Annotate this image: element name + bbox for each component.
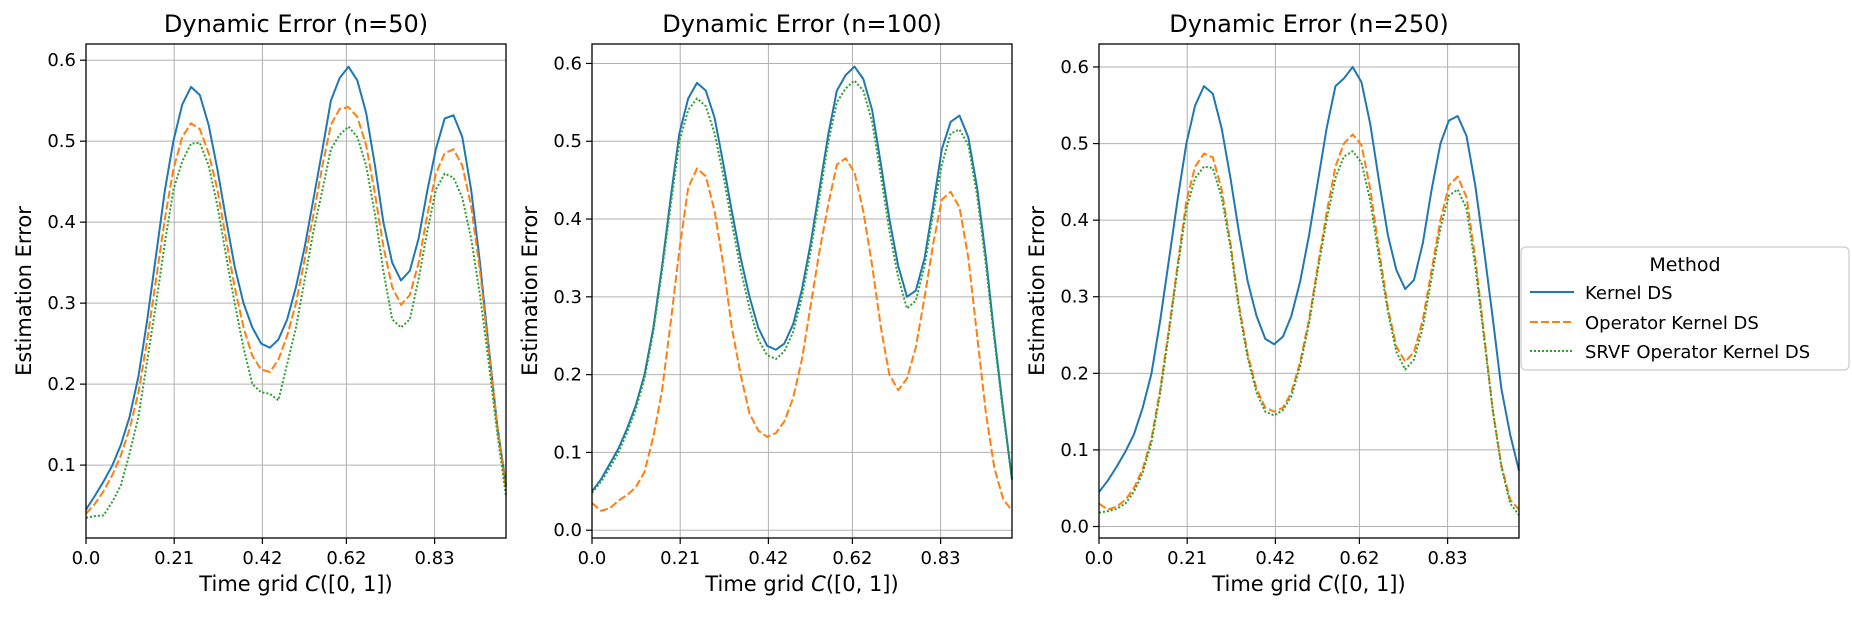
legend-label-operator-kernel-ds: Operator Kernel DS <box>1585 313 1759 334</box>
chart-2-x-tick-label-0: 0.0 <box>578 548 607 569</box>
chart-2-series-srvf-operator-kernel-ds <box>591 79 1013 494</box>
chart-2-y-axis-label: Estimation Error <box>518 206 542 376</box>
chart-1-x-axis-label-math-c: C <box>305 572 320 596</box>
chart-2-x-axis-label-math-c: C <box>811 572 826 596</box>
chart-3-x-axis-label-math: C([0, 1]) <box>1318 572 1406 596</box>
chart-1-x-tick-label-1: 0.21 <box>154 548 194 569</box>
chart-2-series-operator-kernel-ds <box>591 157 1013 512</box>
chart-2-y-tick-label-3: 0.3 <box>553 287 582 308</box>
chart-2-y-tick-label-2: 0.2 <box>553 365 582 386</box>
chart-2-y-tick-label-1: 0.1 <box>553 442 582 463</box>
chart-3-x-axis-label-text: Time grid <box>1211 572 1318 596</box>
chart-2-x-axis-label-text: Time grid <box>704 572 811 596</box>
chart-1-x-tick-label-0: 0.0 <box>72 548 101 569</box>
chart-1-y-tick-label-4: 0.5 <box>47 131 76 152</box>
chart-3-y-tick-label-2: 0.2 <box>1060 363 1089 384</box>
chart-3-y-tick-label-0: 0.0 <box>1060 517 1089 538</box>
chart-1-x-axis-label-math-rest: ([0, 1]) <box>320 572 393 596</box>
legend-label-kernel-ds: Kernel DS <box>1585 283 1673 304</box>
chart-1-y-tick-label-0: 0.1 <box>47 455 76 476</box>
chart-3-y-tick-label-1: 0.1 <box>1060 440 1089 461</box>
legend-box <box>1520 246 1850 371</box>
chart-2-x-tick-label-4: 0.83 <box>921 548 961 569</box>
chart-1-y-tick-label-2: 0.3 <box>47 293 76 314</box>
chart-2-y-tick-label-4: 0.4 <box>553 209 582 230</box>
chart-1-series-kernel-ds <box>85 65 507 511</box>
chart-3-y-axis-label: Estimation Error <box>1025 206 1049 376</box>
chart-panel-n250: 0.0 0.21 0.42 0.62 0.83 0.0 0.1 0.2 0.3 0.4 0.5 0.6… <box>1025 10 1520 596</box>
chart-2-title: Dynamic Error (n=100) <box>662 10 941 38</box>
chart-3-x-tick-label-3: 0.62 <box>1339 548 1379 569</box>
chart-3-x-axis-label-math-rest: ([0, 1]) <box>1333 572 1406 596</box>
legend-title: Method <box>1649 254 1720 276</box>
chart-3-x-axis-label-math-c: C <box>1318 572 1333 596</box>
legend-label-srvf-operator-kernel-ds: SRVF Operator Kernel DS <box>1585 342 1810 363</box>
chart-3-x-tick-label-4: 0.83 <box>1428 548 1468 569</box>
chart-3-axes-frame <box>1098 43 1520 539</box>
chart-1-x-tick-label-2: 0.42 <box>242 548 282 569</box>
chart-2-x-axis-label-math: C([0, 1]) <box>811 572 899 596</box>
chart-2-x-tick-label-3: 0.62 <box>832 548 872 569</box>
chart-1-y-axis-label: Estimation Error <box>12 206 36 376</box>
chart-3-x-tick-label-1: 0.21 <box>1167 548 1207 569</box>
chart-1-x-axis-label-text: Time grid <box>198 572 305 596</box>
chart-1-y-tick-label-3: 0.4 <box>47 212 76 233</box>
chart-2-x-axis-label-math-rest: ([0, 1]) <box>826 572 899 596</box>
chart-2-x-axis-label: Time grid C([0, 1]) <box>704 572 898 596</box>
chart-3-series-operator-kernel-ds <box>1098 133 1520 511</box>
chart-3-x-tick-label-0: 0.0 <box>1085 548 1114 569</box>
chart-3-x-axis-label: Time grid C([0, 1]) <box>1211 572 1405 596</box>
chart-1-y-tick-label-1: 0.2 <box>47 374 76 395</box>
chart-3-y-tick-label-6: 0.6 <box>1060 57 1089 78</box>
chart-3-y-tick-label-3: 0.3 <box>1060 287 1089 308</box>
chart-3-y-tick-label-4: 0.4 <box>1060 210 1089 231</box>
chart-1-x-tick-label-3: 0.62 <box>326 548 366 569</box>
chart-2-y-tick-label-5: 0.5 <box>553 131 582 152</box>
legend: Method Kernel DS Operator Kernel DS SRVF… <box>1520 246 1850 371</box>
chart-panel-n100: 0.0 0.21 0.42 0.62 0.83 0.0 0.1 0.2 0.3 0.4 0.5 0.6… <box>518 10 1013 596</box>
chart-3-x-tick-label-2: 0.42 <box>1255 548 1295 569</box>
chart-1-x-axis-label: Time grid C([0, 1]) <box>198 572 392 596</box>
chart-1-x-tick-label-4: 0.83 <box>415 548 455 569</box>
chart-3-y-tick-label-5: 0.5 <box>1060 134 1089 155</box>
chart-3-series-kernel-ds <box>1098 65 1520 493</box>
chart-2-x-tick-label-2: 0.42 <box>748 548 788 569</box>
chart-1-series-operator-kernel-ds <box>85 106 507 515</box>
chart-3-title: Dynamic Error (n=250) <box>1169 10 1448 38</box>
chart-1-y-tick-label-5: 0.6 <box>47 50 76 71</box>
chart-2-y-tick-label-6: 0.6 <box>553 53 582 74</box>
chart-2-axes-frame <box>591 43 1013 539</box>
chart-1-axes-frame <box>85 43 507 539</box>
chart-2-x-tick-label-1: 0.21 <box>660 548 700 569</box>
chart-3-series-srvf-operator-kernel-ds <box>1098 150 1520 516</box>
chart-1-series-srvf-operator-kernel-ds <box>85 125 507 519</box>
chart-panel-n50: 0.0 0.21 0.42 0.62 0.83 0.1 0.2 0.3 0.4 0.5 0.6 Dyn… <box>12 10 507 596</box>
chart-1-x-axis-label-math: C([0, 1]) <box>305 572 393 596</box>
chart-2-y-tick-label-0: 0.0 <box>553 520 582 541</box>
chart-1-title: Dynamic Error (n=50) <box>164 10 428 38</box>
